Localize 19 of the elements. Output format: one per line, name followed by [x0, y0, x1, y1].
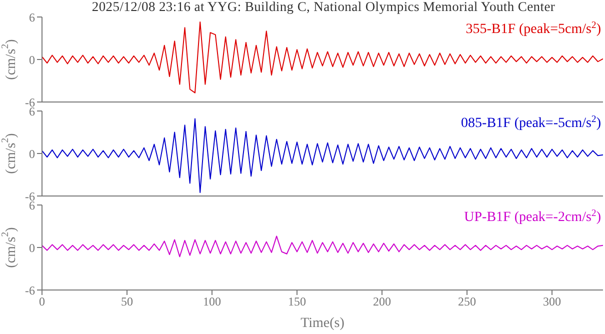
x-tick-label: 50: [121, 294, 133, 309]
series-label: 355-B1F (peak=5cm/s$^{2}$): [466, 20, 602, 37]
x-tick-label: 150: [288, 294, 306, 309]
series-label: UP-B1F (peak=-2cm/s$^{2}$): [464, 208, 602, 225]
x-tick-label: 200: [373, 294, 391, 309]
x-axis-title: Time(s): [300, 316, 345, 331]
x-tick-label: 100: [203, 294, 221, 309]
y-tick-label: 0: [29, 52, 35, 67]
y-tick-label: -6: [25, 283, 35, 298]
x-tick-label: 300: [543, 294, 561, 309]
y-tick-label: 0: [29, 240, 35, 255]
y-tick-label: 0: [29, 146, 35, 161]
series-label: 085-B1F (peak=-5cm/s$^{2}$): [461, 114, 602, 131]
x-tick-label: 250: [458, 294, 476, 309]
line-series: [42, 21, 603, 94]
y-tick-label: 6: [29, 10, 35, 24]
line-series: [42, 236, 603, 258]
chart-title: 2025/12/08 23:16 at YYG: Building C, National Olympics Memorial Youth Center: [92, 0, 556, 14]
x-tick-label: 0: [39, 294, 45, 309]
